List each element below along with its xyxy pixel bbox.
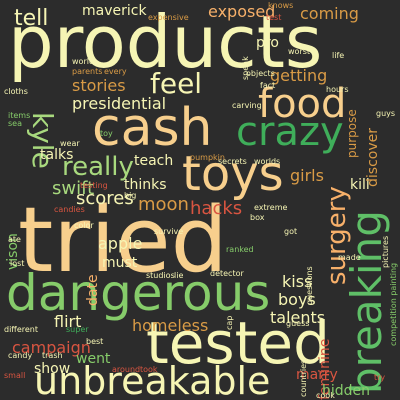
cloud-word: ate — [8, 235, 21, 244]
cloud-word: super — [66, 325, 89, 334]
cloud-word: dangerous — [6, 264, 271, 322]
cloud-word: tell — [14, 6, 49, 31]
cloud-word: tried — [18, 188, 228, 293]
cloud-word: candies — [54, 205, 85, 214]
cloud-word: cash — [92, 98, 213, 158]
cloud-word: lost — [10, 259, 25, 268]
cloud-word: surgery — [322, 186, 352, 286]
cloud-word: exposed — [208, 2, 276, 21]
cloud-word: took — [140, 365, 158, 374]
cloud-word: guys — [376, 109, 396, 118]
cloud-word: lie — [174, 271, 184, 280]
cloud-word: date — [85, 274, 101, 306]
cloud-word: try — [374, 373, 386, 382]
cloud-word: presidential — [72, 94, 167, 113]
cloud-word: marry — [296, 367, 338, 383]
cloud-word: discover — [365, 128, 381, 188]
cloud-word: got — [284, 227, 298, 236]
cloud-word: survive — [154, 227, 184, 236]
cloud-word: objects — [246, 69, 275, 78]
cloud-word: flirt — [54, 312, 82, 331]
cloud-word: guess — [286, 319, 310, 328]
cloud-word: around — [112, 365, 141, 374]
cloud-word: crazy — [236, 109, 344, 155]
cloud-word: really — [62, 152, 134, 182]
cloud-word: speak — [241, 56, 250, 80]
cloud-word: box — [250, 213, 265, 222]
cloud-word: hacks — [190, 198, 243, 219]
cloud-word: carving — [232, 101, 262, 110]
cloud-word: purpose — [345, 109, 359, 159]
cloud-word: competition painting — [389, 262, 398, 346]
cloud-word: wear — [60, 139, 80, 148]
cloud-word: talents — [270, 308, 326, 327]
cloud-word: countries — [299, 360, 308, 398]
cloud-word: products — [8, 0, 323, 84]
cloud-word: ranked — [226, 245, 254, 254]
cloud-word: thinks — [124, 177, 167, 193]
cloud-word: sea — [8, 119, 22, 128]
cloud-word: made — [338, 253, 361, 262]
cloud-word: talks — [40, 147, 74, 163]
cloud-word: unbreakable — [34, 359, 271, 400]
cloud-word: scores — [76, 188, 134, 209]
cloud-word: pro — [256, 35, 279, 51]
cloud-word: campaign — [12, 338, 91, 357]
cloud-word: test — [266, 13, 282, 22]
cloud-word: toys — [182, 146, 284, 202]
cloud-word: different — [4, 325, 38, 334]
cloud-word: fact — [260, 81, 276, 90]
cloud-word: getting — [270, 66, 328, 85]
cloud-word: show — [34, 361, 71, 377]
cloud-word: kill — [350, 177, 370, 193]
cloud-word: big — [124, 191, 137, 200]
cloud-word: questions — [305, 266, 314, 306]
cloud-word: must — [102, 255, 138, 271]
cloud-word: food — [258, 81, 347, 127]
cloud-word: boys — [278, 290, 316, 309]
cloud-word: cloths — [4, 87, 28, 96]
cloud-word: trash — [42, 351, 63, 360]
cloud-word: moon — [138, 194, 189, 215]
cloud-word: secrets — [218, 157, 247, 166]
cloud-word: worlds — [254, 157, 281, 166]
cloud-word: homeless — [132, 316, 209, 335]
cloud-word: swift — [52, 178, 95, 199]
cloud-word: maverick — [82, 3, 147, 19]
cloud-word: girls — [290, 166, 324, 185]
cloud-word: testing — [80, 181, 108, 190]
cloud-word: expensive — [148, 13, 189, 22]
cloud-word: cap — [225, 316, 234, 331]
cloud-word: color — [74, 221, 94, 230]
cloud-word: best — [86, 337, 104, 346]
cloud-word: feel — [150, 67, 203, 100]
cloud-word: coming — [300, 4, 359, 23]
cloud-word: stories — [72, 76, 126, 95]
cloud-word: apple — [98, 234, 143, 253]
cloud-word: hidden — [322, 383, 371, 399]
cloud-word: studios — [146, 271, 175, 280]
cloud-word: candy — [8, 351, 33, 360]
cloud-word: worst — [288, 47, 311, 56]
cloud-word: teach — [134, 153, 174, 169]
cloud-word: items — [8, 111, 31, 120]
cloud-word: cook — [316, 391, 335, 400]
cloud-word: parents — [72, 67, 103, 76]
cloud-word: detector — [210, 269, 244, 278]
cloud-word: toy — [100, 129, 113, 138]
cloud-word: pumpkin — [190, 153, 225, 162]
cloud-word: knows — [268, 1, 294, 10]
cloud-word: world — [72, 57, 95, 66]
cloud-word: hours — [326, 85, 349, 94]
cloud-word: small — [4, 371, 26, 380]
cloud-word: tested — [146, 309, 330, 377]
cloud-word: every — [104, 67, 127, 76]
cloud-word: life — [332, 51, 345, 60]
cloud-word: extreme — [254, 203, 288, 212]
cloud-word: kiss — [282, 272, 313, 291]
cloud-word: went — [76, 351, 111, 367]
